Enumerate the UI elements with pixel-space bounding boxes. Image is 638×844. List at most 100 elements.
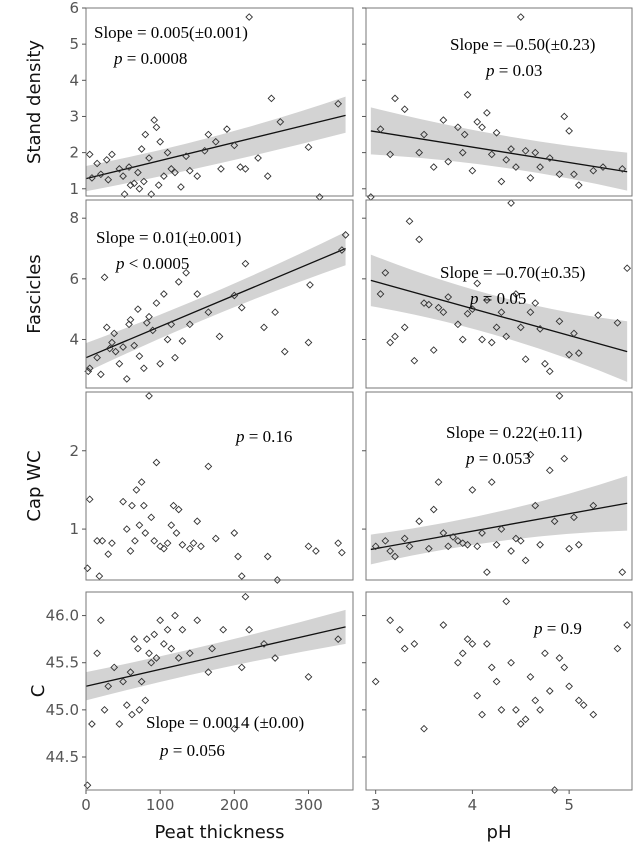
data-point xyxy=(312,547,320,555)
confidence-band xyxy=(86,609,346,701)
data-point xyxy=(204,668,213,676)
data-point xyxy=(526,174,535,182)
data-point xyxy=(565,544,573,553)
data-point xyxy=(126,315,135,324)
data-point xyxy=(570,170,578,179)
data-point xyxy=(463,635,472,643)
data-point xyxy=(429,346,438,354)
data-point xyxy=(237,663,246,672)
data-point xyxy=(140,177,148,186)
data-point xyxy=(376,290,385,298)
data-point xyxy=(110,663,119,672)
panel-2-1: Slope = 0.22(±0.11) p = 0.053 xyxy=(362,391,633,581)
data-point xyxy=(468,640,477,648)
data-point xyxy=(560,112,569,121)
data-point xyxy=(460,130,469,139)
data-point xyxy=(565,127,573,135)
data-point xyxy=(163,539,172,548)
data-point xyxy=(150,116,159,124)
data-point xyxy=(126,668,135,676)
data-point xyxy=(204,308,213,317)
data-point xyxy=(83,564,92,573)
data-point xyxy=(171,353,179,362)
data-point xyxy=(386,150,395,159)
data-point xyxy=(119,497,127,506)
data-point xyxy=(88,174,96,182)
data-point xyxy=(338,548,346,557)
slope-annotation: Slope = 0.0014 (±0.00) xyxy=(146,713,304,732)
y-tick-label: 6 xyxy=(69,270,79,288)
data-point xyxy=(160,172,168,180)
data-point xyxy=(189,539,198,548)
data-point xyxy=(400,534,409,543)
p-value-annotation: p = 0.056 xyxy=(159,741,225,760)
data-point xyxy=(93,649,101,658)
data-point xyxy=(193,517,202,526)
data-point xyxy=(512,163,520,171)
x-tick-label: 100 xyxy=(146,796,175,814)
p-symbol: p xyxy=(159,741,169,760)
panel-1-0: 4 6 8 Fascicles Slope = 0.01(±0.001) p < 0.00… xyxy=(24,193,354,389)
data-point xyxy=(512,534,520,543)
data-point xyxy=(185,320,194,329)
y-tick-label: 6 xyxy=(69,0,79,17)
data-point xyxy=(135,521,144,530)
data-point xyxy=(400,644,409,653)
p-value-annotation: p = 0.053 xyxy=(465,449,531,468)
panel-0-1: Slope = –0.50(±0.23) p = 0.03 xyxy=(362,7,633,197)
data-point xyxy=(174,505,183,514)
data-point xyxy=(306,281,314,289)
data-point xyxy=(167,165,176,173)
data-point xyxy=(613,644,622,653)
data-point xyxy=(400,105,409,114)
data-point xyxy=(193,172,202,180)
data-point xyxy=(130,179,139,188)
data-point xyxy=(178,337,187,345)
x-tick-label: 300 xyxy=(294,796,323,814)
data-point xyxy=(425,544,433,553)
data-point xyxy=(487,338,496,347)
data-point xyxy=(134,305,142,313)
data-point xyxy=(174,278,183,286)
data-point xyxy=(507,199,515,207)
data-point xyxy=(197,542,205,551)
data-point xyxy=(137,145,146,153)
p-value-annotation: p = 0.9 xyxy=(533,619,582,638)
data-point xyxy=(526,673,535,681)
panel-1-1: Slope = –0.70(±0.35) p = 0.05 xyxy=(362,193,633,389)
data-point xyxy=(230,529,239,537)
confidence-band xyxy=(370,254,628,382)
data-point xyxy=(178,540,187,549)
data-point xyxy=(141,696,150,705)
x-tick-label: 200 xyxy=(220,796,249,814)
y-axis-label: Stand density xyxy=(24,40,45,164)
data-point xyxy=(98,536,107,545)
data-point xyxy=(555,317,564,326)
p-symbol: p xyxy=(465,449,475,468)
data-point xyxy=(160,544,168,553)
data-point xyxy=(93,536,101,545)
p-value-annotation: p = 0.0008 xyxy=(113,49,187,68)
data-point xyxy=(245,625,254,634)
data-point xyxy=(156,359,165,368)
data-point xyxy=(458,649,467,658)
data-point xyxy=(122,375,131,383)
data-point xyxy=(410,640,419,648)
data-point xyxy=(531,501,540,510)
data-point xyxy=(492,323,501,332)
x-axis-label: Peat thickness xyxy=(154,822,284,843)
data-point xyxy=(439,529,448,537)
data-point xyxy=(134,644,142,653)
p-value: = 0.056 xyxy=(169,741,225,760)
data-point xyxy=(483,296,491,304)
data-point xyxy=(230,291,239,300)
y-axis-label: C xyxy=(28,685,49,698)
data-point xyxy=(492,540,501,549)
data-point xyxy=(555,392,564,400)
regression-line xyxy=(370,130,628,173)
data-point xyxy=(366,193,375,201)
p-value: = 0.053 xyxy=(475,449,531,468)
regression-line xyxy=(370,502,628,551)
data-point xyxy=(454,320,462,329)
